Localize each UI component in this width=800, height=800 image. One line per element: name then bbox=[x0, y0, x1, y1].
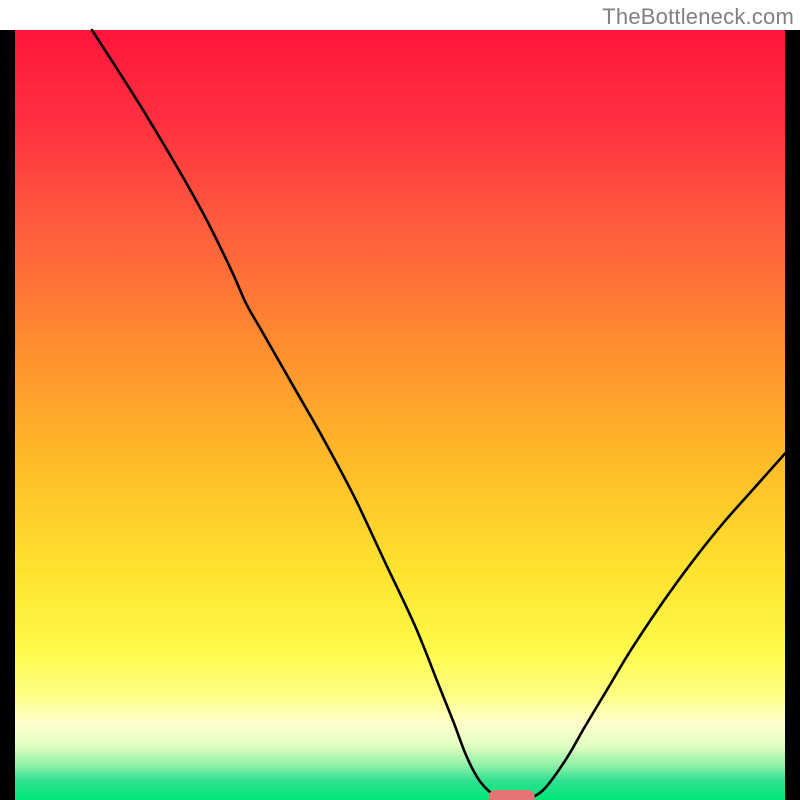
chart-background bbox=[15, 30, 785, 800]
border-right bbox=[785, 30, 800, 800]
watermark-text: TheBottleneck.com bbox=[602, 4, 794, 30]
border-left bbox=[0, 30, 15, 800]
bottleneck-chart: TheBottleneck.com bbox=[0, 0, 800, 800]
chart-svg bbox=[0, 0, 800, 800]
optimal-marker bbox=[489, 790, 535, 800]
